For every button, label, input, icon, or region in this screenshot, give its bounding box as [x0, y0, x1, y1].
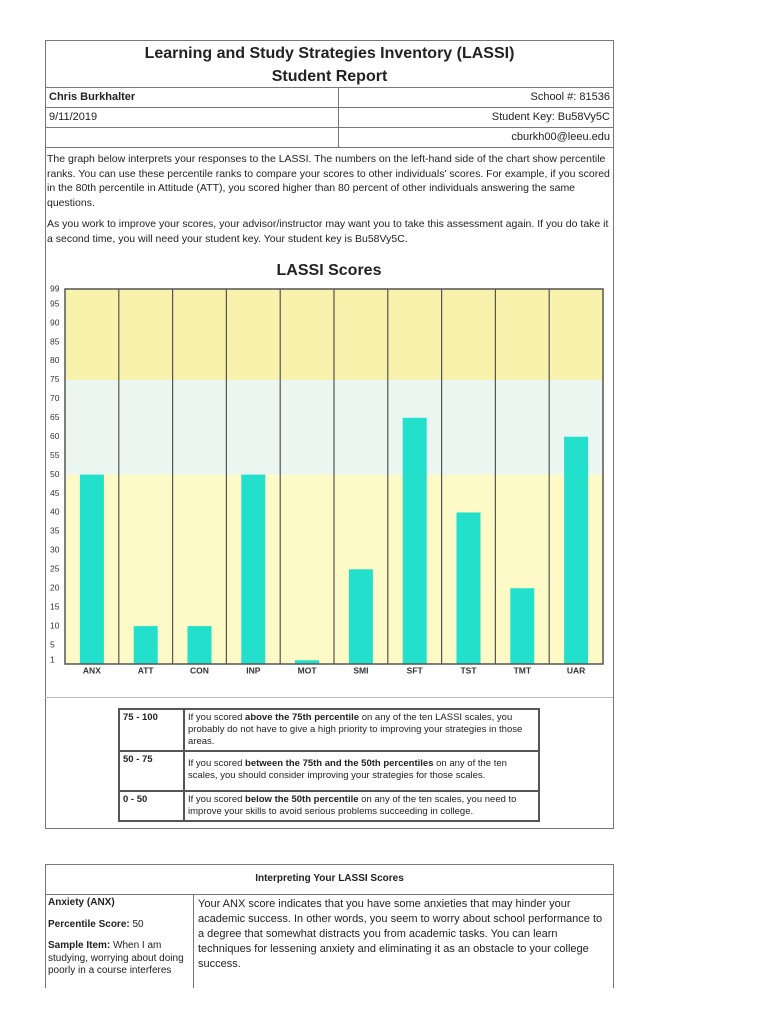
x-tick-label: CON [190, 665, 209, 675]
x-tick-label: SMI [353, 665, 368, 675]
y-tick-label: 75 [50, 374, 60, 384]
bar [348, 569, 373, 664]
text-bold: below the 50th percentile [245, 794, 359, 805]
y-tick-label: 35 [50, 526, 60, 536]
school-number: School #: 81536 [339, 88, 613, 108]
score: 50 [132, 918, 144, 930]
explanation: If you scored below the 50th percentile … [183, 790, 540, 822]
plot-frame [64, 288, 604, 665]
x-tick-label: TST [460, 665, 477, 675]
y-tick-label: 70 [50, 393, 60, 403]
scale-cell: Anxiety (ANX) Percentile Score: 50 Sampl… [46, 895, 194, 988]
y-tick-label: 20 [50, 582, 60, 592]
legend-row: 75 - 100 If you scored above the 75th pe… [118, 708, 540, 752]
x-tick-label: MOT [298, 665, 318, 675]
text: If you scored [188, 712, 246, 723]
y-tick-label: 30 [50, 545, 60, 555]
bar [133, 626, 158, 664]
bar [456, 512, 481, 664]
y-tick-label: 25 [50, 564, 60, 574]
legend-table: 75 - 100 If you scored above the 75th pe… [118, 708, 540, 822]
legend-row: 50 - 75 If you scored between the 75th a… [118, 750, 540, 792]
y-tick-label: 5 [50, 639, 55, 649]
bar [510, 588, 535, 664]
y-tick-label: 60 [50, 431, 60, 441]
paragraph: The graph below interprets your response… [47, 153, 610, 209]
bar [241, 474, 266, 664]
subtitle: Student Report [271, 68, 388, 85]
student-email: cburkh00@leeu.edu [339, 128, 613, 148]
y-tick-label: 80 [50, 355, 60, 365]
text: on any of the ten scales, you should con… [188, 758, 507, 781]
empty-cell [46, 128, 339, 148]
divider [45, 697, 613, 698]
bar [79, 474, 104, 664]
y-tick-label: 85 [50, 336, 60, 346]
x-tick-label: ANX [83, 665, 101, 675]
y-tick-label: 1 [50, 654, 55, 664]
explanation: If you scored between the 75th and the 5… [183, 750, 540, 792]
scale-name: Anxiety (ANX) [48, 897, 115, 908]
y-tick-label: 45 [50, 488, 60, 498]
bar [187, 626, 212, 664]
report-date: 9/11/2019 [46, 108, 339, 128]
x-tick-label: SFT [407, 665, 424, 675]
title: Learning and Study Strategies Inventory … [144, 45, 515, 62]
description: Your ANX score indicates that you have s… [198, 898, 603, 970]
x-tick-label: INP [246, 665, 260, 675]
y-tick-label: 95 [50, 298, 60, 308]
score-label: Percentile Score: [48, 918, 130, 930]
text: If you scored [188, 794, 246, 805]
report-title: Learning and Study Strategies Inventory … [46, 41, 613, 88]
x-tick-label: TMT [514, 665, 532, 675]
sample-label: Sample Item: [48, 940, 111, 951]
y-tick-label: 50 [50, 469, 60, 479]
text-bold: between the 75th and the 50th percentile… [245, 758, 434, 769]
range: 0 - 50 [118, 790, 185, 822]
bar [402, 417, 427, 664]
legend-row: 0 - 50 If you scored below the 50th perc… [118, 790, 540, 822]
student-key: Student Key: Bu58Vy5C [339, 108, 613, 128]
range: 50 - 75 [118, 750, 185, 792]
interpretation-table: Interpreting Your LASSI Scores Anxiety (… [45, 864, 614, 988]
text-bold: above the 75th percentile [245, 712, 360, 723]
report-frame [45, 40, 614, 829]
sample-item: When I am studying, worrying about doing… [48, 940, 184, 976]
intro: The graph below interprets your response… [47, 152, 610, 253]
y-tick-label: 15 [50, 601, 60, 611]
chart-title: LASSI Scores [277, 262, 382, 279]
y-tick-label: 99 [50, 283, 60, 293]
y-tick-label: 10 [50, 620, 60, 630]
bar [564, 436, 589, 664]
paragraph: As you work to improve your scores, your… [47, 218, 609, 245]
x-tick-label: ATT [138, 665, 155, 675]
bar [295, 660, 320, 664]
y-tick-label: 65 [50, 412, 60, 422]
range: 75 - 100 [118, 708, 185, 752]
x-tick-label: UAR [567, 665, 585, 675]
table-title: Interpreting Your LASSI Scores [46, 865, 613, 895]
y-tick-label: 90 [50, 317, 60, 327]
student-name: Chris Burkhalter [46, 88, 339, 108]
y-tick-label: 55 [50, 450, 60, 460]
text: on any of the ten LASSI scales, you prob… [188, 712, 523, 747]
chart: LASSI Scores 151015202530354045505560657… [50, 262, 604, 675]
text: on any of the ten scales, you need to im… [188, 794, 517, 817]
explanation: If you scored above the 75th percentile … [183, 708, 540, 752]
text: If you scored [188, 758, 246, 769]
y-tick-label: 40 [50, 507, 60, 517]
